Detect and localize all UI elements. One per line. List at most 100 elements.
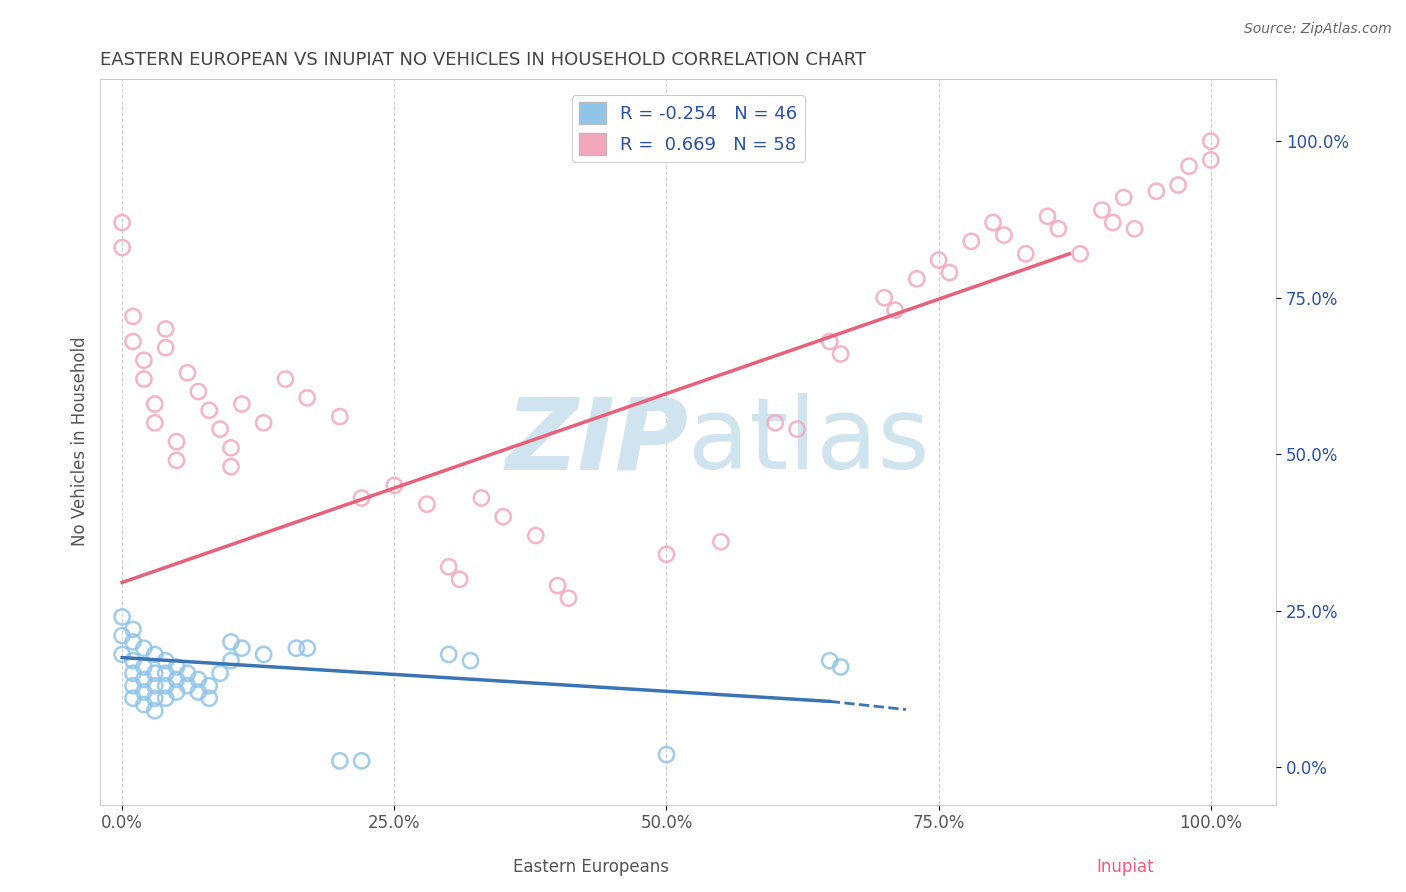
Point [132,685,155,699]
Point [122,691,145,706]
Point [198,403,221,417]
Legend: R = -0.254   N = 46, R =  0.669   N = 58: R = -0.254 N = 46, R = 0.669 N = 58 [572,95,804,162]
Point [219,635,242,649]
Point [557,591,579,606]
Point [132,673,155,687]
Point [437,559,460,574]
Point [818,654,841,668]
Point [460,654,482,668]
Point [253,648,276,662]
Point [111,215,134,229]
Point [155,691,177,706]
Point [219,441,242,455]
Point [830,660,852,674]
Point [295,391,318,405]
Point [253,416,276,430]
Point [350,491,373,505]
Point [209,666,232,681]
Point [187,685,209,699]
Point [1199,153,1222,167]
Point [143,679,166,693]
Point [285,641,308,656]
Point [1015,247,1038,261]
Point [710,534,733,549]
Point [830,347,852,361]
Point [382,478,405,492]
Point [329,754,352,768]
Text: atlas: atlas [688,393,929,490]
Point [122,334,145,349]
Point [884,303,907,318]
Point [1036,209,1059,223]
Point [873,291,896,305]
Point [111,241,134,255]
Point [928,253,950,268]
Point [122,635,145,649]
Point [1144,184,1167,198]
Text: EASTERN EUROPEAN VS INUPIAT NO VEHICLES IN HOUSEHOLD CORRELATION CHART: EASTERN EUROPEAN VS INUPIAT NO VEHICLES … [100,51,866,69]
Point [166,660,188,674]
Point [470,491,492,505]
Point [1047,222,1070,236]
Point [1199,134,1222,148]
Point [187,384,209,399]
Point [960,235,983,249]
Text: ZIP: ZIP [505,393,688,490]
Text: Source: ZipAtlas.com: Source: ZipAtlas.com [1244,22,1392,37]
Point [449,572,471,586]
Point [1178,159,1201,173]
Point [176,679,198,693]
Point [166,434,188,449]
Point [524,528,547,542]
Point [1069,247,1091,261]
Point [437,648,460,662]
Point [786,422,808,436]
Point [132,353,155,368]
Point [187,673,209,687]
Point [905,272,928,286]
Point [818,334,841,349]
Point [155,666,177,681]
Point [166,453,188,467]
Point [111,648,134,662]
Point [492,509,515,524]
Point [231,397,253,411]
Point [219,654,242,668]
Point [295,641,318,656]
Point [655,547,678,561]
Point [122,654,145,668]
Point [166,685,188,699]
Point [155,341,177,355]
Point [1091,202,1114,217]
Point [166,673,188,687]
Point [122,679,145,693]
Point [143,691,166,706]
Point [132,641,155,656]
Point [547,578,569,592]
Point [176,666,198,681]
Point [122,666,145,681]
Text: Eastern Europeans: Eastern Europeans [513,858,668,876]
Text: Inupiat: Inupiat [1097,858,1153,876]
Point [132,372,155,386]
Point [209,422,232,436]
Point [132,698,155,712]
Point [981,215,1004,229]
Point [1112,190,1135,204]
Point [416,497,439,511]
Point [122,623,145,637]
Point [111,629,134,643]
Point [143,704,166,718]
Point [219,459,242,474]
Point [155,322,177,336]
Point [176,366,198,380]
Point [350,754,373,768]
Point [155,679,177,693]
Point [198,691,221,706]
Point [1123,222,1146,236]
Point [143,666,166,681]
Point [993,228,1015,243]
Point [122,310,145,324]
Point [155,654,177,668]
Point [143,416,166,430]
